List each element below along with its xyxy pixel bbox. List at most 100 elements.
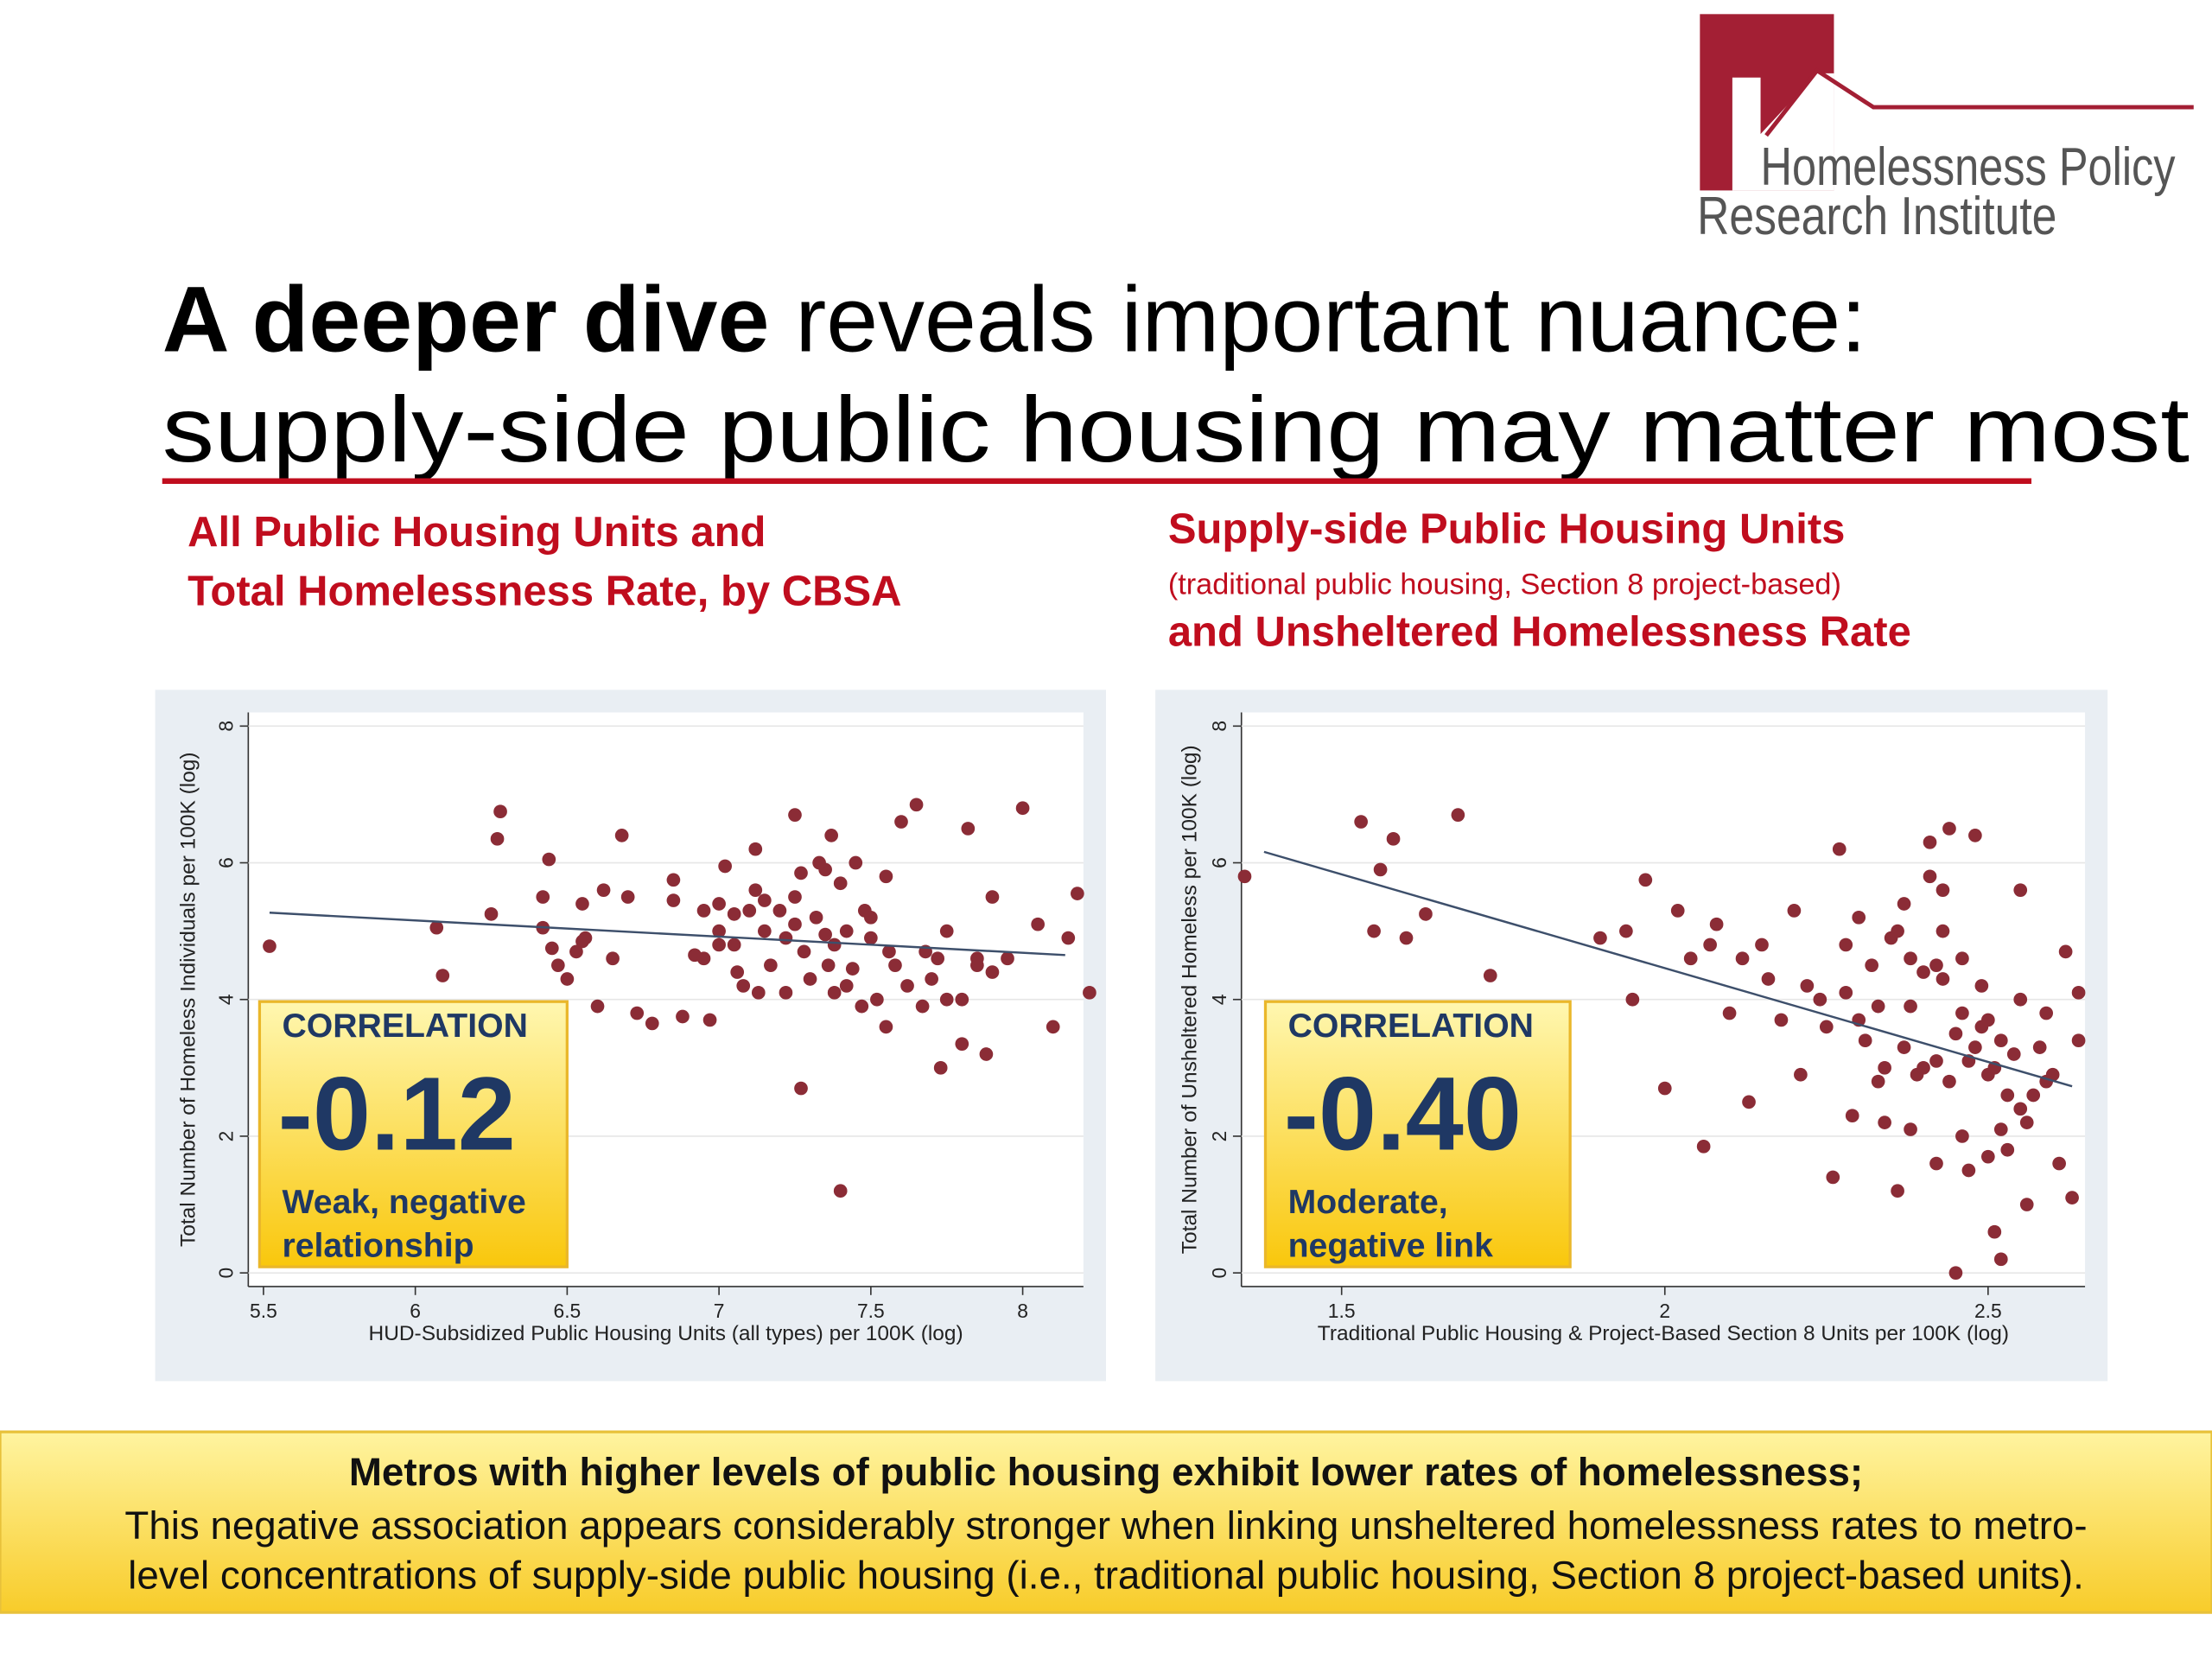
scatter-point xyxy=(1083,985,1096,1000)
scatter-point xyxy=(1619,924,1633,938)
fit-line xyxy=(269,912,1065,957)
correlation-heading: CORRELATION xyxy=(1288,1007,1534,1045)
y-tick-label: 8 xyxy=(214,721,237,732)
scatter-point xyxy=(484,907,499,921)
scatter-point xyxy=(779,931,793,945)
scatter-point xyxy=(1942,822,1956,836)
scatter-point xyxy=(849,855,863,870)
scatter-point xyxy=(1794,1067,1808,1082)
scatter-point xyxy=(870,992,884,1007)
scatter-point xyxy=(864,931,878,945)
scatter-point xyxy=(1670,904,1685,918)
scatter-point xyxy=(788,917,802,931)
scatter-point xyxy=(797,944,811,959)
logo: Homelessness Policy Research Institute xyxy=(1697,14,2194,246)
scatter-point xyxy=(839,979,854,993)
scatter-point xyxy=(727,938,741,952)
scatter-point xyxy=(645,1016,659,1031)
scatter-point xyxy=(544,941,559,956)
scatter-point xyxy=(1451,808,1465,822)
scatter-point xyxy=(1897,897,1911,911)
scatter-point xyxy=(2065,1191,2079,1205)
scatter-point xyxy=(1061,931,1076,945)
scatter-point xyxy=(596,883,611,898)
scatter-point xyxy=(1839,985,1853,1000)
scatter-point xyxy=(1742,1095,1756,1109)
scatter-point xyxy=(779,985,793,1000)
logo-roof xyxy=(1764,67,2194,137)
scatter-point xyxy=(1993,1033,2008,1048)
scatter-point xyxy=(2019,1116,2034,1129)
scatter-point xyxy=(2071,985,2086,1000)
scatter-point xyxy=(894,815,908,829)
correlation-text: relationship xyxy=(283,1228,474,1265)
scatter-point xyxy=(620,890,635,904)
scatter-point xyxy=(1761,972,1776,986)
scatter-point xyxy=(742,904,757,918)
scatter-point xyxy=(727,907,741,921)
scatter-point xyxy=(933,1061,948,1075)
scatter-point xyxy=(1031,917,1045,931)
scatter-point xyxy=(1755,938,1769,952)
scatter-point xyxy=(1625,992,1640,1007)
scatter-point xyxy=(575,897,589,911)
scatter-point xyxy=(1878,1116,1891,1129)
scatter-point xyxy=(818,927,832,942)
scatter-point xyxy=(833,876,848,891)
scatter-point xyxy=(821,958,836,973)
footer-text: level concentrations of supply-side publ… xyxy=(128,1553,2084,1597)
scatter-point xyxy=(2032,1040,2047,1054)
scatter-point xyxy=(1373,862,1388,877)
y-tick-label: 0 xyxy=(1208,1268,1230,1279)
correlation-heading: CORRELATION xyxy=(283,1007,528,1045)
scatter-point xyxy=(1968,1040,1982,1054)
scatter-point xyxy=(712,938,726,952)
x-axis-label: Traditional Public Housing & Project-Bas… xyxy=(1318,1322,2009,1345)
x-tick-label: 1.5 xyxy=(1328,1300,1356,1322)
scatter-point xyxy=(2000,1088,2015,1103)
y-axis-label: Total Number of Unsheltered Homeless per… xyxy=(1178,745,1201,1254)
scatter-point xyxy=(1993,1252,2008,1267)
scatter-point xyxy=(1399,931,1414,945)
chart: Supply-side Public Housing Units and Unsh… xyxy=(1155,506,2108,1382)
scatter-point xyxy=(1929,958,1943,973)
scatter-point xyxy=(1593,931,1607,945)
scatter-point xyxy=(1955,951,1969,966)
scatter-point xyxy=(435,969,450,982)
y-tick-label: 6 xyxy=(214,857,237,868)
scatter-point xyxy=(666,893,681,907)
scatter-point xyxy=(845,962,860,976)
x-tick-label: 7 xyxy=(714,1300,725,1322)
scatter-point xyxy=(888,958,902,973)
scatter-point xyxy=(925,972,938,986)
scatter-point xyxy=(1871,999,1885,1014)
scatter-point xyxy=(1826,1170,1840,1185)
scatter-point xyxy=(2019,1198,2034,1211)
scatter-point xyxy=(560,972,575,986)
scatter-point xyxy=(864,910,878,925)
scatter-point xyxy=(1923,869,1937,884)
x-tick-label: 2 xyxy=(1659,1300,1670,1322)
scatter-point xyxy=(1845,1109,1859,1123)
correlation-text: Weak, negative xyxy=(283,1184,526,1221)
scatter-point xyxy=(824,829,838,842)
scatter-point xyxy=(827,985,842,1000)
scatter-point xyxy=(970,951,984,966)
scatter-point xyxy=(1657,1081,1672,1096)
y-tick-label: 4 xyxy=(1208,994,1230,1005)
scatter-point xyxy=(1916,965,1930,979)
scatter-point xyxy=(1948,1266,1963,1280)
y-tick-label: 2 xyxy=(1208,1131,1230,1142)
scatter-point xyxy=(1839,938,1853,952)
scatter-point xyxy=(606,951,620,966)
scatter-point xyxy=(551,958,565,973)
scatter-point xyxy=(696,951,711,966)
scatter-point xyxy=(2058,944,2073,959)
scatter-point xyxy=(961,822,976,836)
scatter-point xyxy=(1722,1006,1737,1020)
scatter-point xyxy=(2006,1047,2021,1061)
scatter-point xyxy=(1787,904,1802,918)
scatter-point xyxy=(1974,979,1989,993)
